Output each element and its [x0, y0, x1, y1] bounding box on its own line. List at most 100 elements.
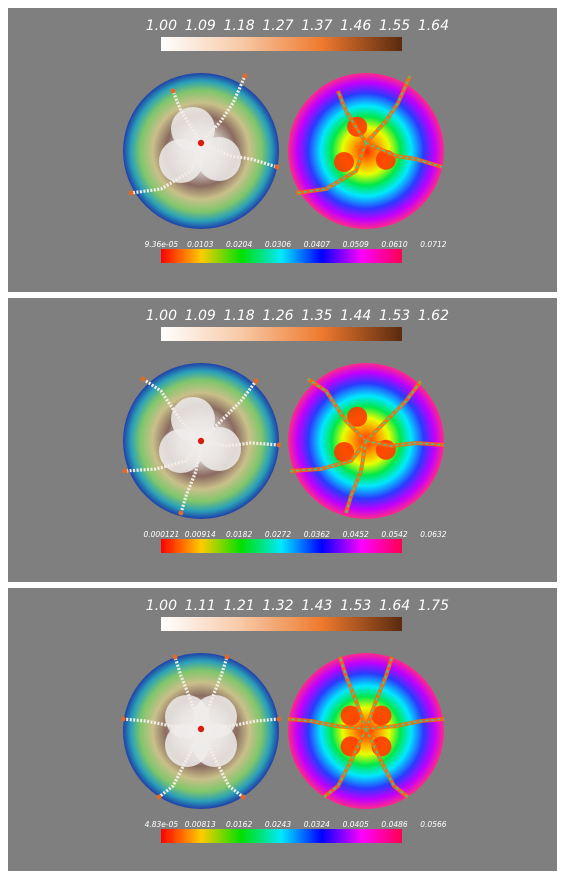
top-scale-label: 1.11: [184, 598, 216, 614]
sphere-lobe: [159, 139, 203, 183]
bottom-scale-labels: 0.000121 0.00914 0.0182 0.0272 0.0362 0.…: [143, 530, 446, 542]
hotspot: [334, 442, 354, 462]
path-endpoint: [242, 73, 248, 79]
top-scale-labels: 1.00 1.09 1.18 1.27 1.37 1.46 1.55 1.64: [144, 18, 449, 38]
path-ridge: [158, 728, 203, 799]
path-endpoint: [170, 88, 176, 94]
bottom-scale-label: 0.000121: [143, 530, 180, 539]
visualization-panel-3: 1.00 1.11 1.21 1.32 1.43 1.53 1.64 1.75 …: [8, 588, 557, 871]
right-sphere-render: [286, 71, 446, 231]
hotspot: [371, 705, 392, 726]
path-ridge-outline: [295, 142, 367, 194]
visualization-panel-1: 1.00 1.09 1.18 1.27 1.37 1.46 1.55 1.64 …: [8, 8, 557, 292]
top-scale-label: 1.64: [378, 598, 411, 614]
hotspot: [334, 152, 354, 172]
center-marker: [197, 139, 205, 147]
bottom-scale-label: 0.0306: [264, 240, 292, 249]
bottom-scale-label: 0.0610: [381, 240, 408, 249]
top-scale-label: 1.27: [262, 18, 294, 34]
bottom-scale-label: 0.0632: [420, 530, 447, 539]
path-ridge: [199, 728, 244, 799]
path-ridge-outline: [289, 440, 367, 472]
top-scale-label: 1.53: [340, 598, 372, 614]
bottom-scale-label: 0.0204: [225, 240, 253, 249]
path-ridge: [200, 141, 278, 169]
path-endpoint: [274, 164, 280, 170]
path-endpoint: [121, 716, 126, 722]
sphere-lobe: [197, 427, 241, 471]
top-scale-label: 1.44: [340, 308, 372, 324]
path-ridge: [199, 656, 229, 730]
path-ridge-outline: [365, 75, 411, 144]
bottom-scale-labels: 9.36e-05 0.0103 0.0204 0.0306 0.0407 0.0…: [144, 240, 447, 252]
top-scale-label: 1.32: [262, 598, 294, 614]
bottom-scale-label: 0.0486: [381, 820, 408, 829]
top-color-bar: [161, 327, 402, 341]
top-scale-label: 1.46: [340, 18, 372, 34]
path-endpoint: [276, 442, 281, 448]
right-sphere-render: [286, 361, 446, 521]
path-endpoint: [140, 376, 146, 382]
bottom-scale-label: 0.0243: [264, 820, 292, 829]
top-scale-label: 1.18: [223, 18, 255, 34]
top-color-bar: [161, 37, 402, 51]
hotspot: [340, 705, 361, 726]
bottom-scale-label: 0.00813: [184, 820, 216, 829]
bottom-scale-label: 0.0103: [187, 240, 214, 249]
bottom-scale-label: 0.0162: [225, 820, 253, 829]
path-endpoint: [122, 468, 128, 474]
top-color-bar: [161, 617, 402, 631]
bottom-scale-label: 4.83e-05: [144, 820, 179, 829]
bottom-scale-label: 0.0509: [342, 240, 369, 249]
visualization-panel-2: 1.00 1.09 1.18 1.26 1.35 1.44 1.53 1.62 …: [8, 298, 557, 582]
right-sphere-surface: [288, 73, 444, 229]
path-ridge-outline: [287, 718, 367, 730]
path-ridge: [199, 75, 247, 145]
top-scale-label: 1.55: [378, 18, 411, 34]
path-endpoint: [276, 716, 281, 722]
path-ridge-outline: [339, 656, 367, 730]
path-ridge: [142, 377, 203, 443]
path-ridge-outline: [345, 440, 367, 514]
path-ridge-outline: [365, 656, 393, 730]
path-ridge: [122, 717, 202, 731]
path-endpoint: [253, 378, 259, 384]
path-ridge: [199, 380, 258, 443]
sphere-lobe: [193, 723, 237, 767]
bottom-scale-label: 0.0566: [420, 820, 447, 829]
bottom-color-bar: [161, 829, 402, 843]
top-scale-label: 1.53: [378, 308, 411, 324]
top-scale-label: 1.26: [262, 308, 294, 324]
sphere-lobe: [159, 429, 203, 473]
path-ridge-outline: [365, 440, 445, 447]
left-sphere-render: [121, 71, 281, 231]
path-endpoint: [128, 190, 134, 196]
path-ridge-outline: [365, 142, 443, 168]
bottom-scale-label: 0.0272: [264, 530, 292, 539]
center-marker: [197, 437, 205, 445]
bottom-scale-label: 0.0362: [303, 530, 330, 539]
path-ridge: [179, 440, 203, 514]
top-scale-label: 1.62: [417, 308, 449, 324]
path-endpoint: [172, 654, 178, 660]
bottom-scale-label: 0.0182: [225, 530, 253, 539]
bottom-color-bar: [161, 539, 402, 553]
path-endpoint: [178, 510, 184, 516]
top-scale-label: 1.09: [184, 308, 216, 324]
path-ridge-outline: [365, 728, 409, 798]
center-marker: [197, 725, 205, 733]
path-endpoint: [156, 794, 162, 800]
bottom-scale-labels: 4.83e-05 0.00813 0.0162 0.0243 0.0324 0.…: [144, 820, 447, 832]
bottom-scale-label: 0.0542: [381, 530, 408, 539]
top-scale-label: 1.00: [145, 598, 177, 614]
top-scale-labels: 1.00 1.09 1.18 1.26 1.35 1.44 1.53 1.62: [144, 308, 449, 328]
top-scale-label: 1.75: [417, 598, 449, 614]
path-ridge: [200, 717, 280, 731]
path-endpoint: [224, 654, 230, 660]
path-ridge-outline: [337, 90, 367, 144]
top-scale-label: 1.18: [223, 308, 255, 324]
bottom-scale-label: 9.36e-05: [144, 240, 179, 249]
top-scale-label: 1.37: [301, 18, 333, 34]
top-scale-label: 1.64: [417, 18, 449, 34]
left-sphere-render: [121, 361, 281, 521]
